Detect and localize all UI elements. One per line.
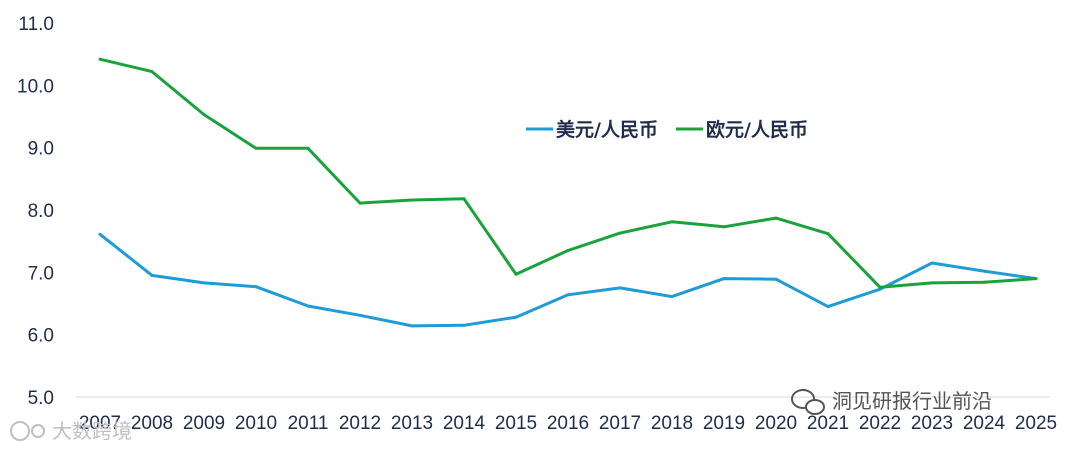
data-point [982,269,986,273]
data-point [670,295,674,299]
data-point [774,216,778,220]
x-tick-label: 2013 [391,413,433,434]
watermark-left: 大数跨境 [10,419,132,443]
data-point [618,286,622,290]
data-point [514,315,518,319]
data-point [930,281,934,285]
y-tick-label: 10.0 [17,76,54,97]
data-point [566,293,570,297]
data-point [306,146,310,150]
data-point [774,277,778,281]
data-point [462,323,466,327]
data-point [98,232,102,236]
data-point [826,305,830,309]
x-tick-label: 2024 [963,413,1006,434]
x-tick-labels: 2007 2008 2009 2010 2011 2012 2013 2014 2015 2016… [79,413,1057,434]
data-point [98,57,102,61]
data-point [930,261,934,265]
legend-label-eur: 欧元/人民币 [706,118,808,141]
data-point [202,281,206,285]
data-point [306,304,310,308]
data-point [618,231,622,235]
data-point [358,313,362,317]
data-point [358,201,362,205]
data-point [670,220,674,224]
x-tick-label: 2021 [807,413,849,434]
data-point [202,113,206,117]
y-tick-label: 9.0 [28,139,54,160]
series-line [99,57,1037,289]
y-tick-label: 11.0 [18,14,54,35]
data-point [982,280,986,284]
legend: 美元/人民币 欧元/人民币 [526,118,808,141]
x-tick-label: 2014 [443,413,486,434]
data-point [826,232,830,236]
watermark-left-text: 大数跨境 [52,419,132,443]
x-tick-label: 2012 [339,413,381,434]
x-tick-label: 2020 [755,413,797,434]
y-tick-label: 6.0 [28,326,54,347]
x-tick-label: 2007 [79,413,121,434]
data-point [254,285,258,289]
x-tick-label: 2015 [495,413,537,434]
y-tick-label: 8.0 [28,201,54,222]
x-tick-label: 2025 [1015,413,1057,434]
data-point [566,249,570,253]
data-point [150,70,154,74]
series-lines [98,57,1038,328]
watermark-logo-icon [10,421,45,441]
data-point [722,225,726,229]
data-point [410,324,414,328]
wechat-icon [791,389,825,415]
watermark-right-text: 洞见研报行业前沿 [832,389,992,413]
data-point [410,198,414,202]
series-line [99,233,1037,328]
y-tick-label: 7.0 [28,263,54,284]
x-tick-label: 2008 [131,413,173,434]
data-point [514,272,518,276]
x-tick-label: 2017 [599,413,641,434]
data-point [878,285,882,289]
data-point [1034,277,1038,281]
data-point [722,277,726,281]
y-tick-labels: 5.0 6.0 7.0 8.0 9.0 10.0 11.0 [17,14,54,409]
data-point [462,197,466,201]
y-tick-label: 5.0 [28,388,54,409]
x-tick-label: 2019 [703,413,745,434]
x-tick-label: 2009 [183,413,225,434]
x-tick-label: 2010 [235,413,277,434]
legend-label-usd: 美元/人民币 [556,118,658,141]
x-tick-label: 2022 [859,413,901,434]
data-point [150,273,154,277]
series-usd-cny [98,232,1038,328]
watermark-right: 洞见研报行业前沿 [791,389,992,415]
x-tick-label: 2011 [288,413,329,434]
x-tick-label: 2018 [651,413,693,434]
x-tick-label: 2016 [547,413,589,434]
data-point [254,146,258,150]
x-tick-label: 2023 [911,413,953,434]
series-eur-cny [98,57,1038,289]
